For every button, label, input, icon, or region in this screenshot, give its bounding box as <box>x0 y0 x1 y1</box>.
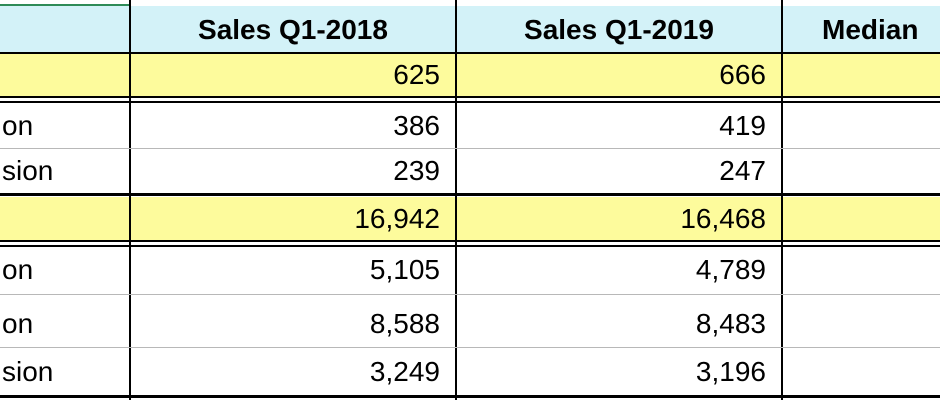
cell-median[interactable] <box>782 247 940 293</box>
row-label[interactable]: sion <box>2 155 54 186</box>
gridline-horizontal <box>0 240 940 242</box>
cell-q1-2019[interactable]: 8,483 <box>695 308 766 339</box>
cell-median[interactable] <box>782 197 940 241</box>
cell-median[interactable] <box>782 301 940 347</box>
gridline-horizontal <box>0 193 940 196</box>
gridline-vertical <box>129 0 131 400</box>
cell-q1-2018[interactable]: 8,588 <box>369 308 440 339</box>
gridline-vertical <box>455 0 457 400</box>
header-median[interactable]: Median <box>782 6 940 53</box>
cell-q1-2018[interactable]: 16,942 <box>130 197 456 241</box>
gridline-horizontal <box>0 148 940 149</box>
gridline-horizontal <box>0 52 940 54</box>
gridline-horizontal <box>0 347 940 348</box>
header-cell-label[interactable] <box>0 6 130 53</box>
cell-q1-2019[interactable]: 419 <box>719 110 766 141</box>
row-label[interactable] <box>0 197 130 241</box>
cell-q1-2019[interactable]: 16,468 <box>456 197 782 241</box>
row-label[interactable]: sion <box>2 356 54 387</box>
gridline-horizontal <box>0 395 940 398</box>
gridline-horizontal <box>0 101 940 103</box>
row-label[interactable]: on <box>2 308 34 339</box>
row-label[interactable] <box>0 53 130 97</box>
row-label[interactable]: on <box>2 110 34 141</box>
cell-q1-2018[interactable]: 239 <box>393 155 440 186</box>
cell-q1-2019[interactable]: 666 <box>456 53 782 97</box>
cell-median[interactable] <box>782 349 940 395</box>
row-label[interactable]: on <box>2 254 34 285</box>
gridline-horizontal <box>0 294 940 295</box>
cell-median[interactable] <box>782 103 940 149</box>
gridline-horizontal <box>0 96 940 98</box>
cell-q1-2019[interactable]: 3,196 <box>695 356 766 387</box>
header-sales-q1-2019[interactable]: Sales Q1-2019 <box>456 6 782 53</box>
gridline-vertical <box>781 0 783 400</box>
gridline-horizontal <box>0 245 940 247</box>
cell-q1-2018[interactable]: 3,249 <box>369 356 440 387</box>
cell-q1-2018[interactable]: 386 <box>393 110 440 141</box>
cell-q1-2019[interactable]: 4,789 <box>695 254 766 285</box>
cell-median[interactable] <box>782 149 940 193</box>
cell-q1-2018[interactable]: 5,105 <box>369 254 440 285</box>
cell-q1-2018[interactable]: 625 <box>130 53 456 97</box>
cell-median[interactable] <box>782 53 940 97</box>
cell-q1-2019[interactable]: 247 <box>719 155 766 186</box>
header-sales-q1-2018[interactable]: Sales Q1-2018 <box>130 6 456 53</box>
cell-selection-indicator <box>0 0 131 6</box>
